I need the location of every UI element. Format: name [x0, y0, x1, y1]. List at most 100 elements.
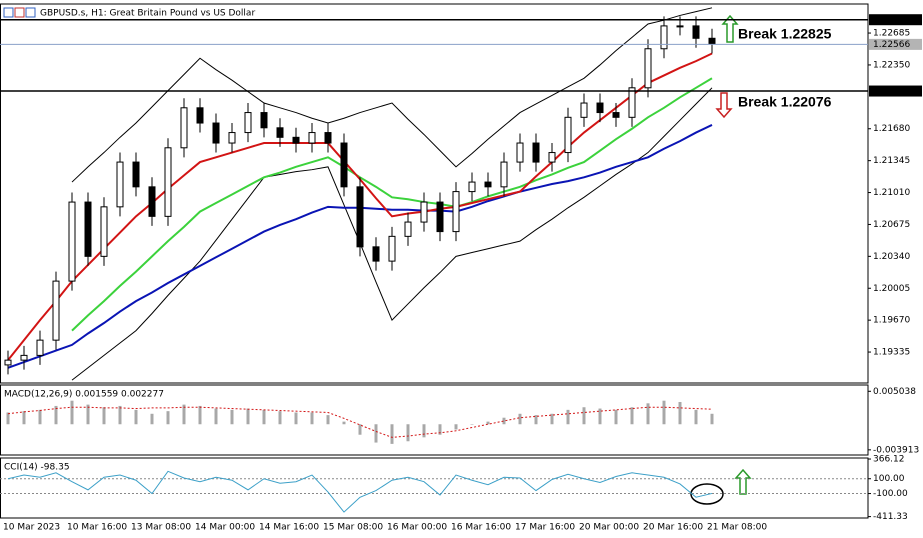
candle-body	[468, 181, 476, 193]
candle-body	[452, 191, 460, 233]
candle-body	[580, 102, 588, 118]
x-tick-label: 16 Mar 00:00	[387, 523, 447, 533]
x-tick-label: 21 Mar 08:00	[707, 523, 767, 533]
level-label-bg	[869, 14, 922, 26]
histogram-bar	[70, 400, 74, 425]
series-line	[71, 7, 713, 183]
candle-body	[260, 112, 268, 129]
indicator-title: MACD(12,26,9) 0.001559 0.002277	[4, 390, 164, 400]
histogram-bar	[38, 409, 42, 425]
chart-title: GBPUSD.s, H1: Great Britain Pound vs US …	[40, 9, 255, 19]
histogram-bar	[566, 409, 570, 425]
toolbar-icons	[3, 7, 36, 18]
histogram-bar	[646, 403, 650, 425]
histogram-bar	[246, 408, 250, 425]
histogram-bar	[582, 407, 586, 425]
y-tick-label: 0.005038	[873, 387, 916, 397]
x-tick-label: 20 Mar 00:00	[579, 523, 639, 533]
annotation: Break 1.22825	[738, 26, 832, 42]
histogram-bar	[294, 412, 298, 425]
histogram-bar	[150, 413, 154, 425]
candle-body	[292, 136, 300, 144]
candle-body	[164, 147, 172, 217]
histogram-bar	[182, 404, 186, 425]
level-label-bg	[869, 85, 922, 97]
candle-body	[68, 201, 76, 282]
candle-body	[308, 132, 316, 144]
candle-body	[116, 161, 124, 208]
plot-area	[0, 470, 868, 513]
series-line	[71, 87, 713, 381]
y-tick-label: 1.19670	[873, 316, 910, 326]
level-label: 1.22076	[873, 87, 910, 97]
x-tick-label: 10 Mar 16:00	[67, 523, 127, 533]
histogram-bar	[278, 411, 282, 425]
histogram-bar	[422, 424, 426, 438]
panel-frame	[0, 457, 869, 519]
x-tick-label: 10 Mar 2023	[3, 523, 60, 533]
histogram-bar	[614, 409, 618, 425]
candle-body	[692, 25, 700, 39]
level-label-bg	[869, 38, 922, 50]
histogram-bar	[502, 417, 506, 425]
candle-body	[612, 112, 620, 118]
candle-body	[196, 107, 204, 124]
candle-body	[404, 221, 412, 237]
histogram-bar	[54, 405, 58, 425]
candle-body	[420, 201, 428, 223]
series-line	[7, 470, 713, 513]
candle-body	[244, 112, 252, 134]
candle-body	[4, 359, 12, 366]
histogram-bar	[262, 409, 266, 425]
candle-body	[708, 37, 716, 45]
x-tick-label: 13 Mar 08:00	[131, 523, 191, 533]
plot-area	[4, 7, 716, 381]
histogram-bar	[534, 415, 538, 425]
histogram-bar	[102, 407, 106, 425]
series-line	[7, 406, 713, 438]
candle-body	[596, 102, 604, 114]
up-arrow	[734, 468, 752, 495]
histogram-bar	[326, 415, 330, 425]
histogram-bar	[454, 424, 458, 430]
y-tick-label: -411.33	[873, 512, 908, 522]
candle-body	[212, 122, 220, 144]
down-arrow	[715, 92, 733, 119]
y-tick-label: 1.20675	[873, 220, 910, 230]
up-arrow	[721, 14, 739, 43]
histogram-bar	[134, 409, 138, 425]
histogram-bar	[598, 408, 602, 425]
highlight-ellipse	[690, 483, 724, 505]
candle-body	[228, 132, 236, 144]
x-tick-label: 14 Mar 16:00	[259, 523, 319, 533]
histogram-bar	[470, 424, 474, 425]
histogram-bar	[550, 413, 554, 425]
candle-body	[100, 206, 108, 257]
candle-body	[644, 48, 652, 89]
candle-body	[516, 142, 524, 163]
candle-body	[564, 116, 572, 154]
candle-body	[36, 339, 44, 356]
candle-body	[628, 87, 636, 118]
y-tick-label: 1.20005	[873, 284, 910, 294]
candle-body	[20, 354, 28, 361]
candle-body	[660, 25, 668, 50]
histogram-bar	[6, 412, 10, 425]
y-tick-label: -100.00	[873, 489, 908, 499]
y-tick-label: 366.12	[873, 455, 905, 465]
panel-frame	[0, 3, 869, 384]
candle-body	[356, 186, 364, 248]
x-tick-label: 15 Mar 08:00	[323, 523, 383, 533]
histogram-bar	[342, 421, 346, 425]
indicator-title: CCI(14) -98.35	[4, 463, 70, 473]
candle-body	[276, 127, 284, 138]
histogram-bar	[438, 424, 442, 435]
level-label: 1.22825	[873, 15, 910, 25]
candle-body	[180, 107, 188, 149]
candle-body	[84, 201, 92, 257]
level-label: 1.22566	[873, 40, 910, 50]
histogram-bar	[198, 405, 202, 425]
panel-frame	[0, 384, 869, 456]
